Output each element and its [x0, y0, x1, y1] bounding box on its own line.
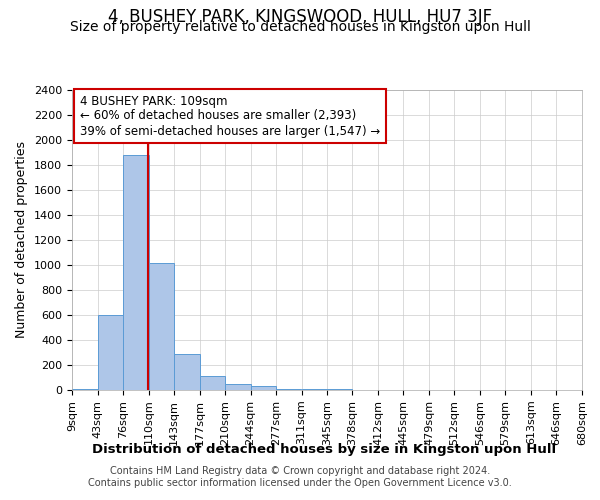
Y-axis label: Number of detached properties: Number of detached properties: [16, 142, 28, 338]
Bar: [149, 262, 174, 390]
Bar: [251, 386, 275, 390]
Text: 4, BUSHEY PARK, KINGSWOOD, HULL, HU7 3JF: 4, BUSHEY PARK, KINGSWOOD, HULL, HU7 3JF: [108, 8, 492, 26]
Text: Size of property relative to detached houses in Kingston upon Hull: Size of property relative to detached ho…: [70, 20, 530, 34]
Bar: [174, 354, 200, 390]
Bar: [225, 384, 251, 390]
Text: 4 BUSHEY PARK: 109sqm
← 60% of detached houses are smaller (2,393)
39% of semi-d: 4 BUSHEY PARK: 109sqm ← 60% of detached …: [80, 94, 380, 138]
Bar: [72, 389, 98, 390]
Bar: [123, 155, 149, 390]
Bar: [98, 315, 123, 390]
Text: Contains HM Land Registry data © Crown copyright and database right 2024.
Contai: Contains HM Land Registry data © Crown c…: [88, 466, 512, 487]
Bar: [200, 376, 225, 390]
Bar: [275, 389, 301, 390]
Text: Distribution of detached houses by size in Kingston upon Hull: Distribution of detached houses by size …: [92, 442, 556, 456]
